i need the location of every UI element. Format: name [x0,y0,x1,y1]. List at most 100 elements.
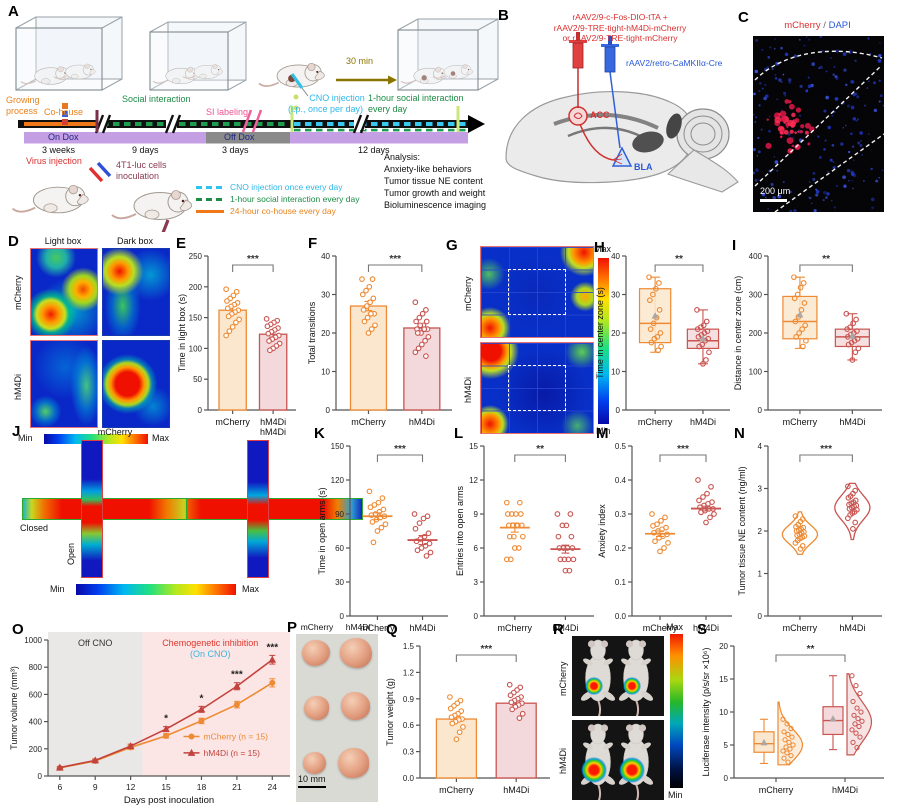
duration-3-days: 3 days [222,145,249,155]
svg-text:40: 40 [321,252,330,261]
fluorescence-image [752,35,885,214]
svg-text:20: 20 [719,642,728,651]
analysis-item: Tumor growth and weight [384,188,486,198]
panel-e-letter: E [176,235,187,252]
virus-injection-label: Virus injection [26,156,82,166]
svg-text:150: 150 [331,442,345,451]
j-colorbar-min: Min [50,584,65,594]
svg-text:2: 2 [758,527,763,536]
svg-text:6: 6 [474,544,479,553]
svg-text:20: 20 [321,329,330,338]
legend-cno-label: CNO injection once every day [230,182,343,192]
chart-svg-K: 0 30 60 90 120 150 Time in open arms (s) mCherr… [317,442,448,633]
off-dox-label: Off Dox [224,132,255,142]
j-hm4di-label: hM4Di [259,427,286,437]
svg-text:Time in center zone (s): Time in center zone (s) [595,287,605,379]
one-hour-si-label2: every day [368,104,408,114]
analysis-item: Tumor tissue NE content [384,176,483,186]
svg-text:***: *** [820,444,832,455]
svg-text:21: 21 [232,782,242,792]
panel-k-letter: K [314,425,325,442]
svg-text:10: 10 [719,708,728,717]
svg-text:0: 0 [198,406,203,415]
svg-text:0.9: 0.9 [403,695,415,704]
open-arm-label: Open [66,542,76,566]
svg-text:**: ** [822,254,830,265]
svg-text:hM4Di: hM4Di [839,417,865,427]
j-colorbar-max: Max [242,584,260,594]
legend-si-dash [196,198,224,201]
svg-text:20: 20 [611,329,620,338]
social-interaction-label: Social interaction [122,94,191,104]
fluorescence-dots [752,35,885,214]
svg-text:0.1: 0.1 [615,578,627,587]
tumor-photo [304,696,329,720]
panel-c-letter: C [738,9,749,26]
g-row-mcherry-label: mCherry [463,276,473,312]
chart-svg-F: 0 10 20 30 40 Total transitions mCherry hM4Di **… [307,252,452,427]
svg-text:150: 150 [189,314,203,323]
g-colorbar-min: Min [596,426,611,436]
svg-text:Total transitions: Total transitions [307,301,317,364]
svg-text:24: 24 [268,782,278,792]
virus-blue-label: rAAV2/retro-CaMKIIα-Cre [626,58,723,68]
chart-entries-open-arms: 0 3 6 9 12 15 Entries into open arms mCherry hM4… [454,430,600,644]
center-zone-outline [507,268,567,316]
svg-text:***: *** [394,444,406,455]
svg-text:(On CNO): (On CNO) [190,649,231,659]
analysis-item: Anxiety-like behaviors [384,164,472,174]
bioluminescence-image-hm4di [572,720,664,807]
svg-text:Off CNO: Off CNO [78,638,112,648]
panel-s-letter: S [697,621,708,638]
svg-text:0.6: 0.6 [403,721,415,730]
svg-text:Tumor tissue NE content (ng/ml: Tumor tissue NE content (ng/ml) [737,466,747,595]
legend-cohouse-line [196,210,224,213]
svg-text:9: 9 [474,510,479,519]
svg-text:Chemogenetic inhibition: Chemogenetic inhibition [162,638,258,648]
chart-tumor-ne-content: 0 1 2 3 4 Tumor tissue NE content (ng/ml) mChe… [736,430,888,644]
d-colorbar-max: Max [152,433,170,443]
j-mcherry-label: mCherry [97,427,133,437]
panel-p-letter: P [287,619,298,636]
scale-bar-label-c: 200 μm [760,186,791,196]
mice-graphic [580,723,654,807]
svg-text:0.2: 0.2 [615,544,627,553]
svg-text:0: 0 [474,612,479,621]
chart-tumor-weight: 0.0 0.3 0.6 0.9 1.2 1.5 Tumor weight (g) mCherr… [384,630,556,806]
svg-text:hM4Di: hM4Di [503,785,529,795]
svg-text:0: 0 [340,612,345,621]
r-colorbar-max: Max [666,622,684,632]
heatmap-hm4di-darkbox [102,340,170,428]
chart-svg-Q: 0.0 0.3 0.6 0.9 1.2 1.5 Tumor weight (g) mCherr… [385,642,550,795]
svg-text:30: 30 [321,291,330,300]
analysis-item: Bioluminescence imaging [384,200,487,210]
svg-text:0.0: 0.0 [403,774,415,783]
chart-svg-H: 0 10 20 30 40 Time in center zone (s) mCherry h… [595,252,730,427]
one-hour-si-label: 1-hour social interaction [368,93,464,103]
legend-cohouse-label: 24-hour co-house every day [230,206,336,216]
si-labeling-label: SI labeling [206,107,249,117]
tumor-photo [340,638,372,668]
dapi-title: DAPI [828,20,851,31]
epm-hm4di-closed-arm [186,498,363,520]
r-row-hm4di-label: hM4Di [558,748,568,775]
svg-text:200: 200 [189,283,203,292]
svg-text:mCherry: mCherry [360,623,395,633]
co-house-label: Co-house [44,107,84,117]
svg-text:90: 90 [335,510,344,519]
d-row-hm4di-label: hM4Di [13,374,23,401]
panel-q-letter: Q [386,621,398,638]
svg-text:mCherry: mCherry [638,417,673,427]
d-colorbar-min: Min [18,433,33,443]
chart-svg-O: Off CNO Chemogenetic inhibition(On CNO) 0 2… [9,632,290,806]
svg-text:0: 0 [758,406,763,415]
svg-text:Days post inoculation: Days post inoculation [124,795,214,806]
svg-text:hM4Di: hM4Di [410,623,436,633]
svg-text:mCherry (n = 15): mCherry (n = 15) [204,732,269,742]
svg-text:hM4Di: hM4Di [260,417,286,427]
chart-time-in-open-arms: 0 30 60 90 120 150 Time in open arms (s) mCherr… [316,430,454,644]
svg-text:0.0: 0.0 [615,612,627,621]
cno-route-label: (i.p., once per day) [288,104,364,114]
svg-text:10: 10 [321,368,330,377]
